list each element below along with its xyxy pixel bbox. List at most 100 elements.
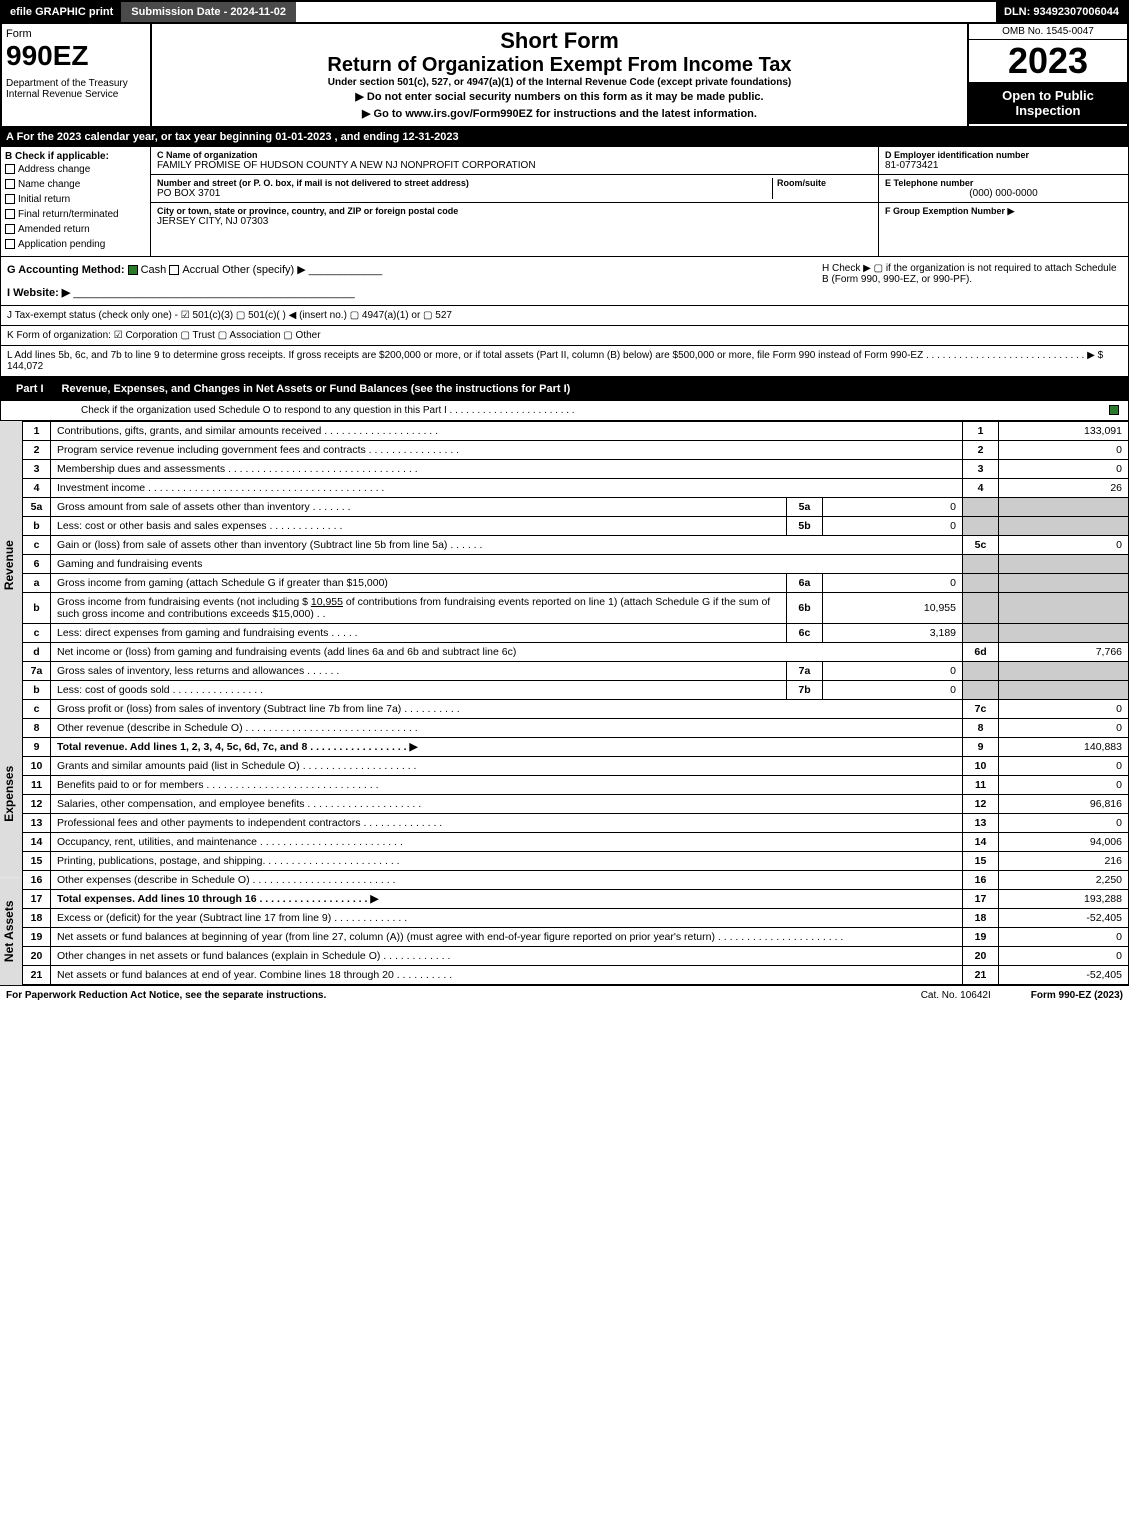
line-6c-text: Less: direct expenses from gaming and fu…	[51, 624, 787, 643]
line-18-text: Excess or (deficit) for the year (Subtra…	[51, 909, 963, 928]
line-6b-shade2	[999, 593, 1129, 624]
line-16-amt: 2,250	[999, 871, 1129, 890]
line-6d-num: d	[23, 643, 51, 662]
line-14-amt: 94,006	[999, 833, 1129, 852]
line-7b-num: b	[23, 681, 51, 700]
part-1-check-row: Check if the organization used Schedule …	[0, 401, 1129, 421]
line-6d-ref: 6d	[963, 643, 999, 662]
line-14: 14Occupancy, rent, utilities, and mainte…	[23, 833, 1129, 852]
group-exemption-cell: F Group Exemption Number ▶	[879, 203, 1128, 220]
part-1-checkbox[interactable]	[1109, 405, 1119, 415]
line-2-ref: 2	[963, 441, 999, 460]
check-final-return[interactable]: Final return/terminated	[5, 207, 146, 222]
row-j: J Tax-exempt status (check only one) - ☑…	[0, 306, 1129, 326]
line-6c: cLess: direct expenses from gaming and f…	[23, 624, 1129, 643]
line-10-ref: 10	[963, 757, 999, 776]
line-12-num: 12	[23, 795, 51, 814]
line-3: 3Membership dues and assessments . . . .…	[23, 460, 1129, 479]
line-7b-subref: 7b	[787, 681, 823, 700]
check-name-change-label: Name change	[18, 179, 80, 190]
line-3-text: Membership dues and assessments . . . . …	[51, 460, 963, 479]
h-check-text: H Check ▶ ▢ if the organization is not r…	[822, 263, 1122, 299]
line-1-text: Contributions, gifts, grants, and simila…	[51, 422, 963, 441]
line-5c: cGain or (loss) from sale of assets othe…	[23, 536, 1129, 555]
row-k: K Form of organization: ☑ Corporation ▢ …	[0, 326, 1129, 346]
line-7b-shade	[963, 681, 999, 700]
line-6b-num: b	[23, 593, 51, 624]
line-7b-shade2	[999, 681, 1129, 700]
line-15-num: 15	[23, 852, 51, 871]
line-20-amt: 0	[999, 947, 1129, 966]
line-4-num: 4	[23, 479, 51, 498]
no-ssn-text: ▶ Do not enter social security numbers o…	[156, 88, 963, 105]
line-7c-ref: 7c	[963, 700, 999, 719]
line-7a-subamt: 0	[823, 662, 963, 681]
line-21-num: 21	[23, 966, 51, 985]
org-name-label: C Name of organization	[157, 150, 872, 160]
line-7c-amt: 0	[999, 700, 1129, 719]
line-5c-num: c	[23, 536, 51, 555]
line-21-text: Net assets or fund balances at end of ye…	[51, 966, 963, 985]
line-6-shade	[963, 555, 999, 574]
line-6a-text: Gross income from gaming (attach Schedul…	[51, 574, 787, 593]
phone-value: (000) 000-0000	[885, 188, 1122, 199]
line-8: 8Other revenue (describe in Schedule O) …	[23, 719, 1129, 738]
vtab-net-assets: Net Assets	[0, 878, 22, 985]
ein-cell: D Employer identification number 81-0773…	[879, 147, 1128, 175]
line-7c-num: c	[23, 700, 51, 719]
header-left: Form 990EZ Department of the Treasury In…	[2, 24, 152, 126]
line-21-ref: 21	[963, 966, 999, 985]
line-2: 2Program service revenue including gover…	[23, 441, 1129, 460]
efile-print-label[interactable]: efile GRAPHIC print	[2, 2, 121, 22]
street-value: PO BOX 3701	[157, 188, 772, 199]
section-b-column: B Check if applicable: Address change Na…	[1, 147, 151, 256]
line-7c: cGross profit or (loss) from sales of in…	[23, 700, 1129, 719]
line-2-amt: 0	[999, 441, 1129, 460]
part-1-title: Revenue, Expenses, and Changes in Net As…	[62, 383, 571, 395]
vtab-revenue: Revenue	[0, 421, 22, 710]
line-1-num: 1	[23, 422, 51, 441]
line-13: 13Professional fees and other payments t…	[23, 814, 1129, 833]
line-16-num: 16	[23, 871, 51, 890]
check-cash[interactable]	[128, 265, 138, 275]
line-6-num: 6	[23, 555, 51, 574]
room-label: Room/suite	[777, 178, 872, 188]
line-11: 11Benefits paid to or for members . . . …	[23, 776, 1129, 795]
line-9-num: 9	[23, 738, 51, 757]
check-amended-return[interactable]: Amended return	[5, 222, 146, 237]
line-6b-t1: Gross income from fundraising events (no…	[57, 596, 311, 608]
line-17-ref: 17	[963, 890, 999, 909]
line-13-ref: 13	[963, 814, 999, 833]
line-7a-shade2	[999, 662, 1129, 681]
line-11-ref: 11	[963, 776, 999, 795]
goto-link-text[interactable]: ▶ Go to www.irs.gov/Form990EZ for instru…	[156, 105, 963, 122]
line-5a-shade2	[999, 498, 1129, 517]
line-7a: 7aGross sales of inventory, less returns…	[23, 662, 1129, 681]
org-name-value: FAMILY PROMISE OF HUDSON COUNTY A NEW NJ…	[157, 160, 872, 171]
check-initial-return[interactable]: Initial return	[5, 192, 146, 207]
section-a-bar: A For the 2023 calendar year, or tax yea…	[0, 128, 1129, 146]
check-accrual[interactable]	[169, 265, 179, 275]
line-8-num: 8	[23, 719, 51, 738]
cash-label: Cash	[141, 264, 167, 276]
city-value: JERSEY CITY, NJ 07303	[157, 216, 872, 227]
check-application-pending[interactable]: Application pending	[5, 237, 146, 252]
form-header: Form 990EZ Department of the Treasury In…	[0, 24, 1129, 128]
line-6d-text: Net income or (loss) from gaming and fun…	[51, 643, 963, 662]
line-11-num: 11	[23, 776, 51, 795]
tax-year: 2023	[969, 40, 1127, 82]
form-word: Form	[6, 28, 146, 40]
line-16: 16Other expenses (describe in Schedule O…	[23, 871, 1129, 890]
line-18-num: 18	[23, 909, 51, 928]
line-13-num: 13	[23, 814, 51, 833]
line-19-text: Net assets or fund balances at beginning…	[51, 928, 963, 947]
line-5a-subamt: 0	[823, 498, 963, 517]
check-name-change[interactable]: Name change	[5, 177, 146, 192]
line-7b-text: Less: cost of goods sold . . . . . . . .…	[51, 681, 787, 700]
city-label: City or town, state or province, country…	[157, 206, 872, 216]
line-5a-num: 5a	[23, 498, 51, 517]
line-10-num: 10	[23, 757, 51, 776]
section-b-label: B Check if applicable:	[5, 151, 146, 162]
check-address-change[interactable]: Address change	[5, 162, 146, 177]
line-15-amt: 216	[999, 852, 1129, 871]
